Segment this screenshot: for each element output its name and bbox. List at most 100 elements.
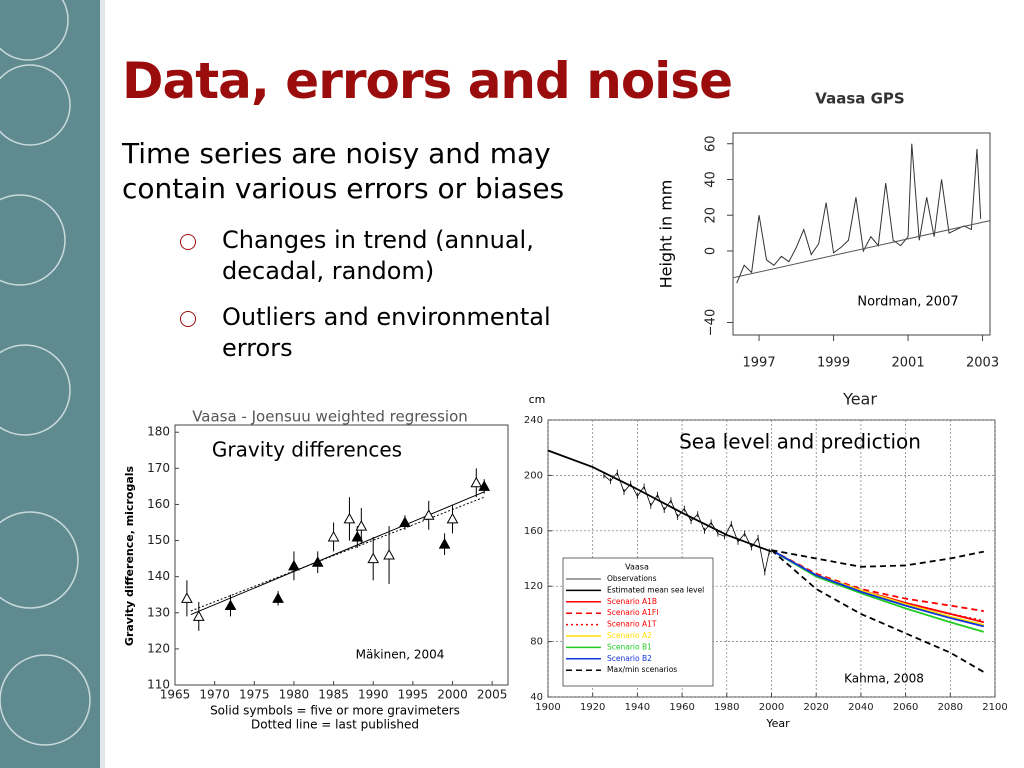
series-line [771,549,985,568]
published-line [190,496,485,612]
legend-label: Scenario A1T [607,620,657,629]
legend-title: Vaasa [625,563,649,572]
series-line [771,549,984,613]
x-tick-label: 1999 [817,356,850,371]
y-tick-label: 20 [704,207,719,224]
x-tick-label: 1920 [580,702,605,713]
series-line [770,549,985,673]
x-tick-label: 1985 [318,688,349,702]
point [181,592,193,603]
body-text: Time series are noisy and may contain va… [122,137,565,205]
point [327,530,340,542]
y-tick-label: 40 [704,171,719,188]
x-tick-label: 1997 [743,356,776,371]
x-tick-label: 2080 [938,702,963,713]
x-axis-label: Year [842,390,877,409]
x-tick-label: 1975 [239,688,270,702]
legend-label: Scenario A2 [607,631,652,640]
legend-label: Estimated mean sea level [607,585,704,594]
x-tick-label: 2000 [759,702,784,713]
y-tick-label: 240 [524,415,543,426]
x-tick-label: 2100 [982,702,1007,713]
y-tick-label: 130 [147,605,170,619]
y-tick-label: 60 [704,135,719,152]
chart-title: Vaasa GPS [815,90,904,108]
annotation: Kahma, 2008 [844,672,924,686]
y-tick-label: 200 [524,470,543,481]
legend-label: Scenario A1FI [607,608,658,617]
point [470,476,483,488]
x-tick-label: 1995 [398,688,429,702]
annotation: Gravity differences [212,438,402,462]
point [311,556,324,567]
x-tick-label: 1980 [279,688,310,702]
x-axis-label: Dotted line = last published [251,718,419,732]
x-tick-label: 1940 [625,702,650,713]
y-axis-label: cm [529,393,546,406]
x-tick-label: 1970 [199,688,230,702]
y-tick-label: 80 [530,637,543,648]
x-tick-label: 1900 [535,702,560,713]
x-tick-label: 1980 [714,702,739,713]
x-tick-label: 1960 [669,702,694,713]
x-tick-label: 2020 [803,702,828,713]
annotation: Nordman, 2007 [857,295,958,310]
y-tick-label: 0 [704,247,719,255]
point [367,552,380,564]
y-axis-label: Height in mm [657,180,676,289]
y-tick-label: 160 [147,497,170,511]
annotation: Sea level and prediction [679,430,921,454]
y-tick-label: 110 [147,678,170,692]
x-axis-label: Year [765,717,790,730]
point [351,530,364,542]
y-tick-label: 140 [147,569,170,583]
legend-label: Scenario B1 [607,642,652,651]
point [422,509,435,520]
point [343,512,356,524]
legend-label: Scenario B2 [607,654,652,663]
legend-label: Scenario A1B [607,597,657,606]
y-tick-label: 180 [147,425,170,439]
point [192,610,205,621]
y-tick-label: 120 [147,641,170,655]
slide-title: Data, errors and noise [122,52,733,110]
side-band [0,0,100,768]
point [383,548,395,560]
y-tick-label: 170 [147,461,170,475]
point [478,480,491,491]
x-tick-label: 2001 [892,356,925,371]
x-tick-label: 2000 [437,688,468,702]
point [272,592,284,603]
bullet: Outliers and environmental errors [180,302,582,364]
point [446,512,459,524]
x-tick-label: 1965 [160,688,191,702]
side-ornament [0,0,91,746]
series-line [547,449,772,553]
series-line [736,143,982,284]
y-tick-label: −40 [704,309,719,336]
legend-label: Observations [607,574,657,583]
y-tick-label: 120 [524,581,543,592]
x-tick-label: 2005 [477,688,508,702]
point [224,599,237,611]
series-line [771,549,985,628]
x-tick-label: 1990 [358,688,389,702]
fit-line [190,491,485,616]
x-tick-label: 2060 [893,702,918,713]
bullet: Changes in trend (annual, decadal, rando… [180,225,582,287]
y-tick-label: 150 [147,533,170,547]
x-tick-label: 2040 [848,702,873,713]
point [288,559,300,571]
x-axis-label: Solid symbols = five or more gravimeters [210,704,460,718]
y-axis-label: Gravity difference, microgals [123,465,136,646]
annotation: Mäkinen, 2004 [356,648,445,662]
x-tick-label: 2003 [966,356,999,371]
y-tick-label: 40 [530,692,543,703]
side-stripe [100,0,105,768]
trend-line [732,220,991,279]
point [399,516,411,527]
chart-title: Vaasa - Joensuu weighted regression [192,408,468,426]
plot-frame [174,424,509,686]
